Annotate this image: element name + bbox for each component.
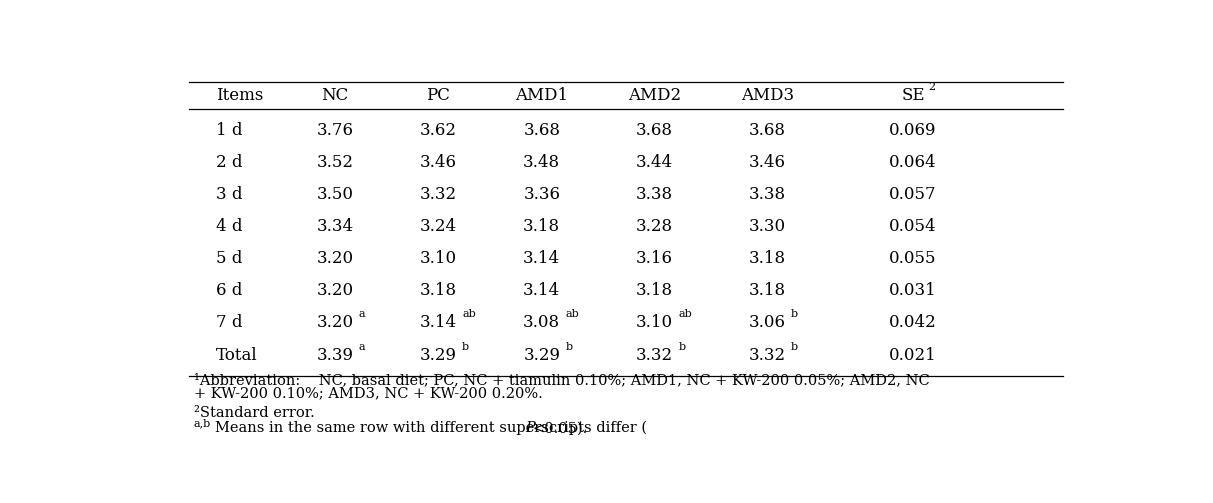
Text: 2 d: 2 d [216,154,243,171]
Text: 1 d: 1 d [216,122,243,138]
Text: 3.14: 3.14 [523,250,560,267]
Text: a: a [359,342,365,352]
Text: b: b [791,309,798,319]
Text: 3.44: 3.44 [636,154,673,171]
Text: 3.08: 3.08 [523,314,560,331]
Text: 6 d: 6 d [216,282,241,299]
Text: 3.29: 3.29 [420,347,457,364]
Text: 3.14: 3.14 [523,282,560,299]
Text: 3.36: 3.36 [523,186,560,203]
Text: ab: ab [462,309,475,319]
Text: ab: ab [565,309,579,319]
Text: 3.24: 3.24 [420,218,457,235]
Text: 3.06: 3.06 [748,314,786,331]
Text: b: b [462,342,469,352]
Text: + KW-200 0.10%; AMD3, NC + KW-200 0.20%.: + KW-200 0.10%; AMD3, NC + KW-200 0.20%. [194,386,542,400]
Text: P: P [525,422,535,435]
Text: 3.68: 3.68 [748,122,786,138]
Text: 3.34: 3.34 [317,218,353,235]
Text: 3.18: 3.18 [636,282,673,299]
Text: 3.16: 3.16 [636,250,673,267]
Text: 3.10: 3.10 [420,250,457,267]
Text: 0.069: 0.069 [889,122,936,138]
Text: AMD2: AMD2 [628,87,682,104]
Text: 3.46: 3.46 [748,154,786,171]
Text: 3.76: 3.76 [317,122,353,138]
Text: 3.62: 3.62 [420,122,457,138]
Text: 3.68: 3.68 [636,122,673,138]
Text: 0.054: 0.054 [889,218,936,235]
Text: 3.18: 3.18 [748,250,786,267]
Text: 4 d: 4 d [216,218,243,235]
Text: 3.29: 3.29 [523,347,560,364]
Text: b: b [791,342,798,352]
Text: b: b [678,342,685,352]
Text: 3.18: 3.18 [748,282,786,299]
Text: 3.50: 3.50 [317,186,353,203]
Text: ¹Abbreviation:    NC, basal diet; PC, NC + tiamulin 0.10%; AMD1, NC + KW-200 0.0: ¹Abbreviation: NC, basal diet; PC, NC + … [194,373,929,387]
Text: Means in the same row with different superscripts differ (: Means in the same row with different sup… [215,421,647,436]
Text: 0.057: 0.057 [889,186,936,203]
Text: 3.32: 3.32 [636,347,673,364]
Text: Items: Items [216,87,263,104]
Text: 0.064: 0.064 [889,154,936,171]
Text: <0.05).: <0.05). [533,422,588,435]
Text: ab: ab [678,309,691,319]
Text: 3.46: 3.46 [420,154,457,171]
Text: 3.68: 3.68 [523,122,560,138]
Text: AMD1: AMD1 [516,87,569,104]
Text: Total: Total [216,347,257,364]
Text: 3.38: 3.38 [748,186,786,203]
Text: 3.14: 3.14 [420,314,457,331]
Text: 3.20: 3.20 [317,250,353,267]
Text: 3.52: 3.52 [317,154,353,171]
Text: 0.055: 0.055 [889,250,936,267]
Text: 5 d: 5 d [216,250,241,267]
Text: 3.32: 3.32 [748,347,786,364]
Text: AMD3: AMD3 [741,87,795,104]
Text: a,b: a,b [194,418,211,429]
Text: PC: PC [427,87,450,104]
Text: 3 d: 3 d [216,186,243,203]
Text: 2: 2 [928,81,935,92]
Text: 0.031: 0.031 [889,282,936,299]
Text: 3.10: 3.10 [636,314,673,331]
Text: 3.32: 3.32 [420,186,457,203]
Text: NC: NC [321,87,348,104]
Text: ²Standard error.: ²Standard error. [194,406,314,420]
Text: 7 d: 7 d [216,314,243,331]
Text: 0.042: 0.042 [889,314,936,331]
Text: 3.20: 3.20 [317,282,353,299]
Text: a: a [359,309,365,319]
Text: 3.30: 3.30 [748,218,786,235]
Text: 3.28: 3.28 [636,218,673,235]
Text: 3.38: 3.38 [636,186,673,203]
Text: b: b [565,342,573,352]
Text: 3.18: 3.18 [420,282,457,299]
Text: SE: SE [901,87,924,104]
Text: 3.48: 3.48 [523,154,560,171]
Text: 0.021: 0.021 [889,347,936,364]
Text: 3.18: 3.18 [523,218,560,235]
Text: 3.20: 3.20 [317,314,353,331]
Text: 3.39: 3.39 [317,347,353,364]
